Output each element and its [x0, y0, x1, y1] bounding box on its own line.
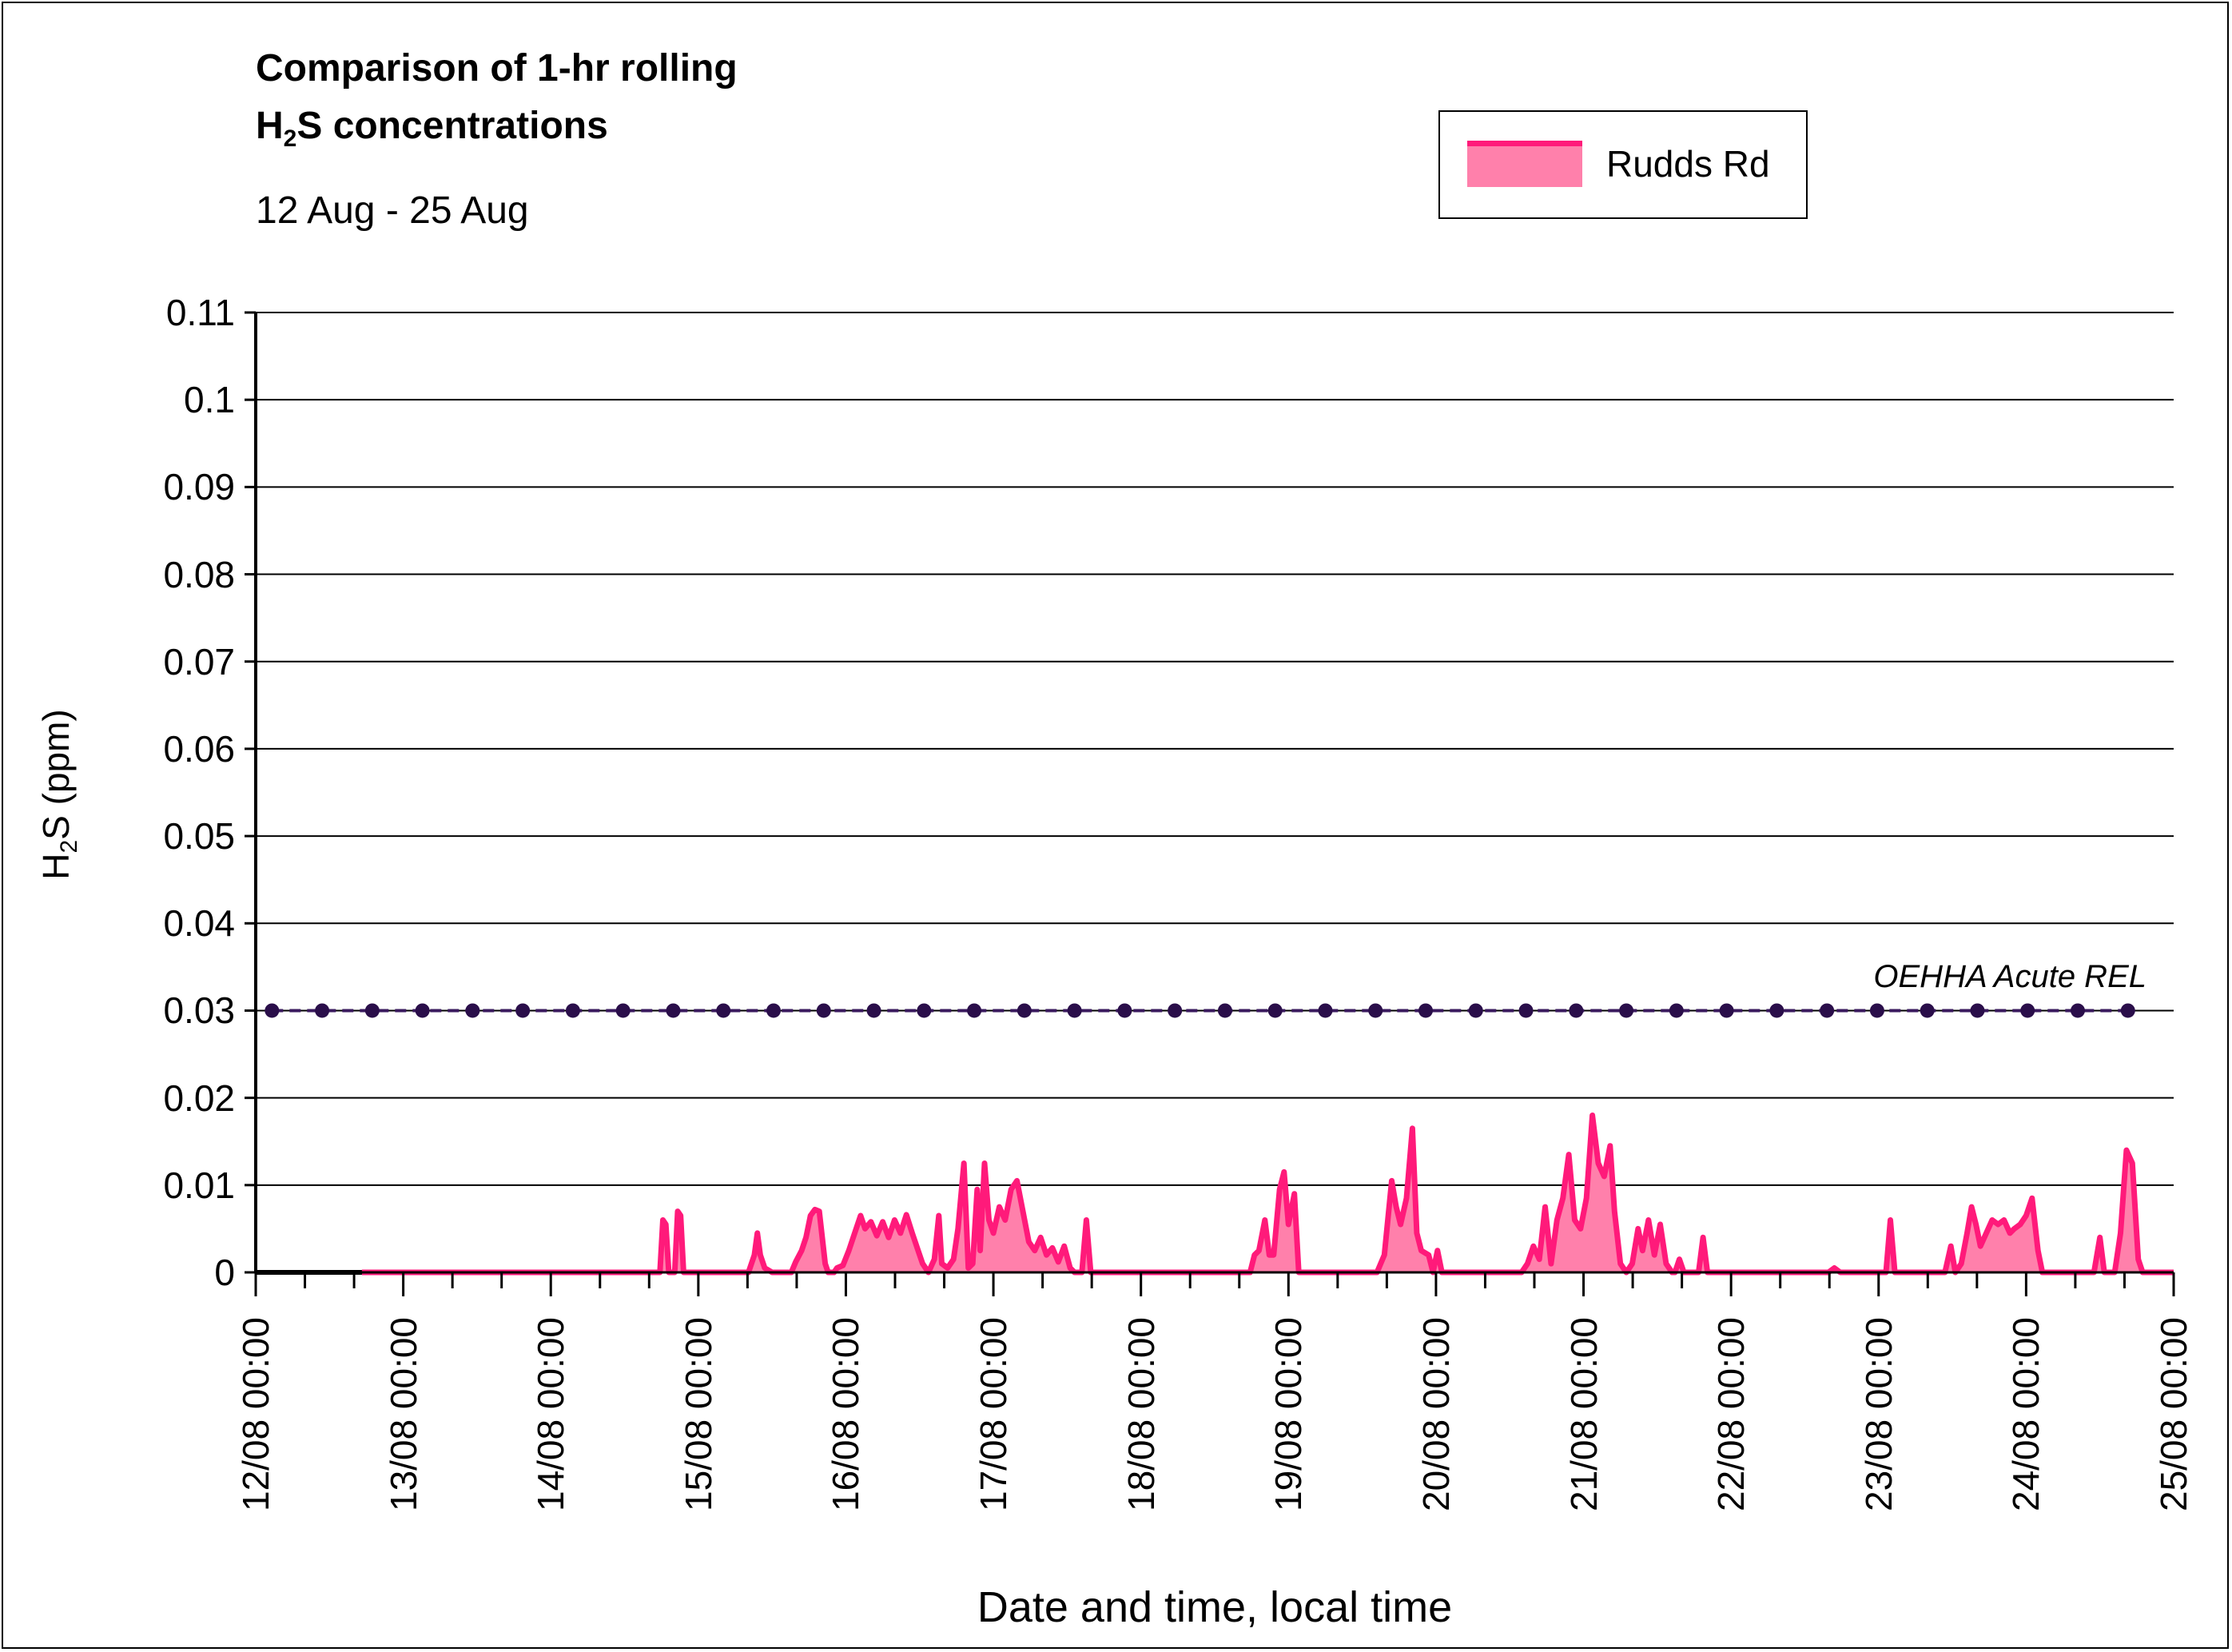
- oehha-marker-22: [1368, 1003, 1383, 1018]
- oehha-marker-12: [866, 1003, 881, 1018]
- oehha-marker-30: [1769, 1003, 1784, 1018]
- oehha-marker-0: [265, 1003, 280, 1018]
- oehha-marker-8: [666, 1003, 681, 1018]
- y-tick-label: 0.11: [165, 292, 235, 333]
- oehha-marker-7: [615, 1003, 631, 1018]
- rudds-rd-line: [361, 1113, 2174, 1276]
- oehha-marker-21: [1318, 1003, 1333, 1018]
- oehha-marker-10: [766, 1003, 781, 1018]
- legend-swatch-rudds-rd: [1467, 141, 1582, 187]
- oehha-marker-24: [1468, 1003, 1483, 1018]
- y-axis-label: H2S (ppm): [35, 709, 82, 880]
- rudds-rd-area: [361, 1113, 2174, 1276]
- oehha-marker-13: [917, 1003, 932, 1018]
- axes: [245, 311, 2175, 1296]
- oehha-marker-6: [565, 1003, 580, 1018]
- x-axis-label: Date and time, local time: [977, 1583, 1453, 1631]
- x-tick-label: 25/08 00:00: [2153, 1317, 2194, 1512]
- ylabel-subscript-2: 2: [56, 839, 82, 854]
- gridlines: [256, 312, 2174, 1186]
- chart-subtitle: 12 Aug - 25 Aug: [256, 189, 529, 232]
- y-tick-label: 0.09: [163, 466, 235, 508]
- oehha-marker-33: [1920, 1003, 1935, 1018]
- oehha-marker-11: [816, 1003, 831, 1018]
- oehha-marker-14: [967, 1003, 982, 1018]
- oehha-marker-37: [2120, 1003, 2135, 1018]
- legend-label-rudds-rd: Rudds Rd: [1606, 143, 1770, 185]
- oehha-marker-19: [1217, 1003, 1232, 1018]
- oehha-marker-20: [1267, 1003, 1283, 1018]
- y-tick-label: 0.07: [163, 640, 235, 683]
- x-tick-label: 17/08 00:00: [973, 1317, 1015, 1512]
- oehha-marker-32: [1869, 1003, 1884, 1018]
- y-tick-label: 0.06: [163, 727, 235, 770]
- oehha-marker-3: [415, 1003, 430, 1018]
- y-tick-label: 0.05: [163, 815, 235, 858]
- y-tick-label: 0.01: [163, 1164, 235, 1206]
- rudds-rd-fill: [361, 1115, 2174, 1272]
- x-tick-label: 22/08 00:00: [1710, 1317, 1753, 1512]
- oehha-marker-34: [1970, 1003, 1985, 1018]
- oehha-marker-2: [364, 1003, 380, 1018]
- ylabel-suffix: S (ppm): [35, 709, 77, 840]
- oehha-marker-4: [465, 1003, 480, 1018]
- y-tick-label: 0.08: [163, 553, 235, 595]
- oehha-marker-17: [1117, 1003, 1132, 1018]
- oehha-marker-25: [1518, 1003, 1534, 1018]
- y-tick-label: 0.1: [184, 379, 235, 421]
- chart-title-line-2: H2S concentrations: [256, 105, 608, 151]
- reference-line-label: OEHHA Acute REL: [1873, 959, 2146, 994]
- oehha-marker-5: [515, 1003, 531, 1018]
- oehha-marker-9: [716, 1003, 731, 1018]
- x-tick-label: 21/08 00:00: [1562, 1317, 1605, 1512]
- x-tick-label: 12/08 00:00: [235, 1317, 277, 1512]
- chart-title-line-1: Comparison of 1-hr rolling: [256, 47, 738, 90]
- oehha-marker-23: [1418, 1003, 1433, 1018]
- oehha-marker-16: [1067, 1003, 1082, 1018]
- y-tick-label: 0: [214, 1252, 235, 1293]
- oehha-marker-18: [1168, 1003, 1183, 1018]
- legend: Rudds Rd: [1438, 110, 1808, 219]
- ylabel-h: H: [35, 853, 77, 880]
- oehha-marker-35: [2020, 1003, 2035, 1018]
- x-tick-label: 19/08 00:00: [1267, 1317, 1310, 1512]
- title-h: H: [256, 105, 284, 147]
- title-suffix: S concentrations: [296, 105, 608, 147]
- x-tick-label: 24/08 00:00: [2005, 1317, 2047, 1512]
- x-tick-label: 15/08 00:00: [677, 1317, 719, 1512]
- x-tick-label: 20/08 00:00: [1414, 1317, 1457, 1512]
- oehha-marker-1: [315, 1003, 330, 1018]
- title-subscript-2: 2: [283, 125, 297, 152]
- x-tick-label: 18/08 00:00: [1120, 1317, 1162, 1512]
- oehha-marker-15: [1017, 1003, 1032, 1018]
- oehha-marker-29: [1719, 1003, 1734, 1018]
- oehha-marker-36: [2071, 1003, 2085, 1018]
- x-tick-label: 13/08 00:00: [382, 1317, 424, 1512]
- x-tick-label: 23/08 00:00: [1857, 1317, 1900, 1512]
- y-tick-label: 0.04: [163, 902, 235, 945]
- y-tick-label: 0.02: [163, 1077, 235, 1119]
- oehha-reference-line: [265, 1003, 2135, 1018]
- x-tick-label: 14/08 00:00: [530, 1317, 572, 1512]
- oehha-marker-27: [1619, 1003, 1634, 1018]
- x-tick-label: 16/08 00:00: [825, 1317, 867, 1512]
- oehha-marker-28: [1669, 1003, 1684, 1018]
- oehha-marker-26: [1569, 1003, 1584, 1018]
- y-tick-label: 0.03: [163, 989, 235, 1032]
- oehha-marker-31: [1820, 1003, 1835, 1018]
